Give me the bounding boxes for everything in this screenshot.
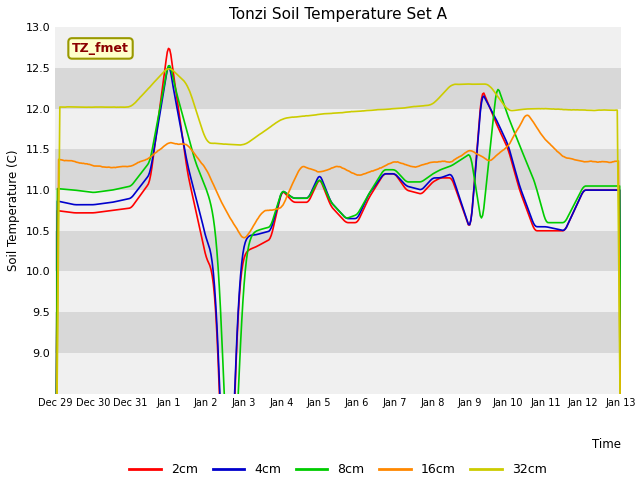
Legend: 2cm, 4cm, 8cm, 16cm, 32cm: 2cm, 4cm, 8cm, 16cm, 32cm — [124, 458, 552, 480]
Title: Tonzi Soil Temperature Set A: Tonzi Soil Temperature Set A — [229, 7, 447, 22]
Text: TZ_fmet: TZ_fmet — [72, 42, 129, 55]
Bar — [55, 68, 621, 108]
Bar — [55, 272, 621, 312]
Y-axis label: Soil Temperature (C): Soil Temperature (C) — [7, 150, 20, 271]
Bar — [55, 312, 621, 353]
Bar — [55, 27, 621, 68]
Bar — [55, 108, 621, 149]
Bar — [55, 149, 621, 190]
X-axis label: Time: Time — [592, 438, 621, 451]
Bar — [55, 231, 621, 272]
Bar — [55, 190, 621, 231]
Bar — [55, 353, 621, 394]
